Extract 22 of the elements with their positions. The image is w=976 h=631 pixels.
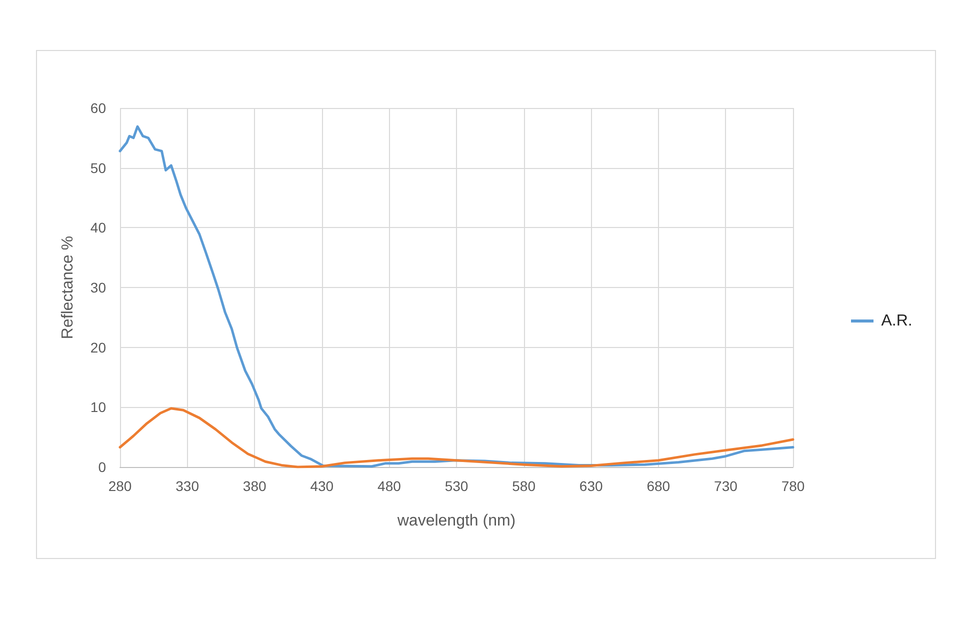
x-tick-label: 280 (108, 478, 132, 494)
line-series (118, 407, 794, 468)
y-tick-label: 10 (90, 399, 106, 416)
x-axis-title: wavelength (nm) (396, 512, 516, 530)
y-tick-label: 0 (98, 459, 106, 475)
x-tick-label: 430 (310, 478, 334, 494)
x-tick-label: 530 (444, 478, 468, 494)
legend-label: A.R. (881, 312, 912, 330)
x-tick-label: 730 (714, 478, 738, 494)
x-tick-label: 680 (646, 478, 670, 494)
x-tick-label: 480 (378, 478, 402, 494)
y-tick-label: 20 (90, 339, 106, 356)
y-tick-label: 40 (90, 220, 106, 236)
x-tick-label: 330 (176, 478, 200, 494)
y-axis-title: Reflectance % (60, 236, 76, 340)
x-tick-label: 580 (512, 478, 536, 494)
x-tick-label: 780 (781, 478, 805, 494)
y-tick-label: 50 (90, 160, 106, 176)
y-tick-label: 30 (90, 280, 106, 296)
x-tick-label: 630 (579, 478, 603, 494)
y-tick-label: 60 (90, 100, 106, 116)
x-tick-label: 380 (242, 478, 266, 494)
